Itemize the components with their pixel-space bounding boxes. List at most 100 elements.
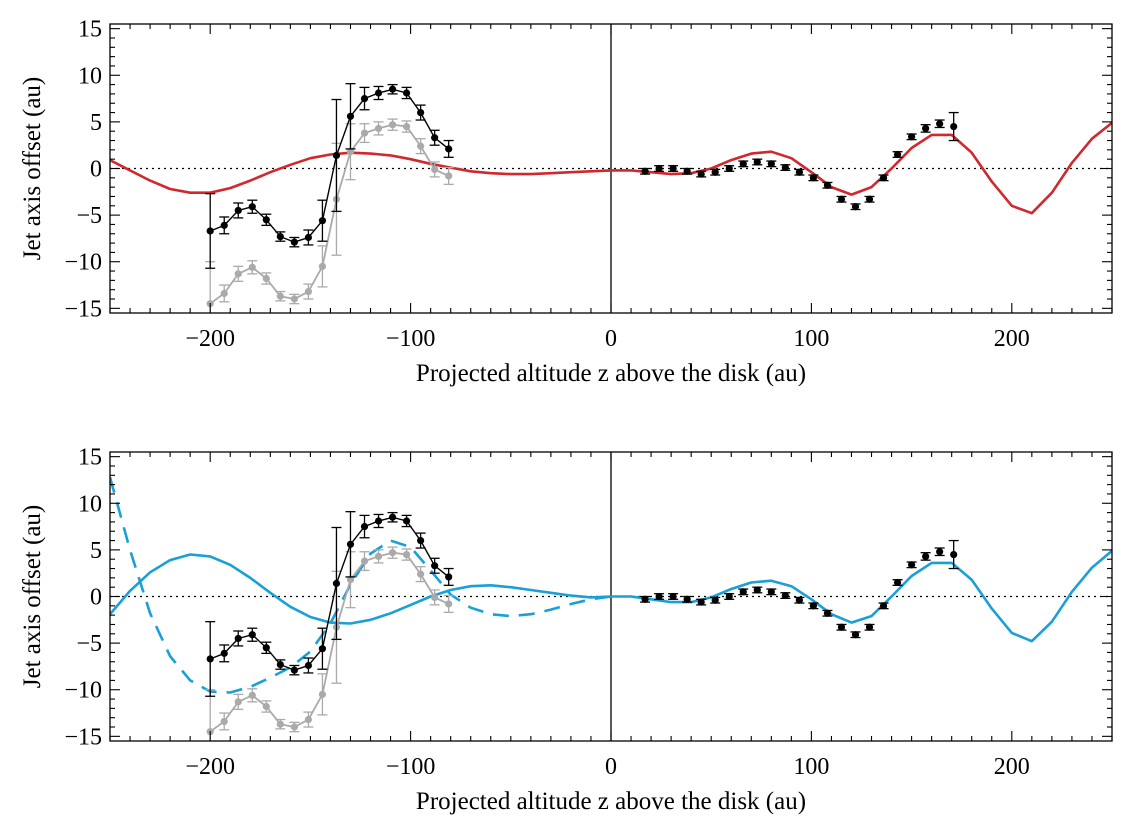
data-point: [388, 121, 397, 129]
data-point: [360, 522, 369, 531]
x-tick-label: 0: [605, 754, 617, 780]
data-point: [276, 292, 284, 300]
data-point: [711, 596, 719, 604]
data-point: [220, 649, 228, 657]
data-point: [374, 124, 383, 133]
data-point: [922, 552, 930, 561]
data-point: [823, 181, 832, 189]
data-point: [402, 517, 411, 525]
x-tick-label: 100: [793, 754, 829, 780]
data-point: [739, 160, 747, 168]
data-point: [936, 120, 944, 128]
data-point: [431, 593, 439, 602]
data-point: [248, 263, 256, 271]
y-tick-label: 0: [90, 157, 102, 183]
jet-series: [640, 111, 959, 211]
data-point: [431, 134, 439, 142]
data-point: [262, 216, 270, 224]
data-point: [332, 151, 341, 160]
data-point: [304, 715, 312, 724]
plot-area: [110, 83, 1112, 313]
y-tick-label: −15: [64, 724, 102, 750]
data-point: [795, 596, 803, 604]
data-point: [346, 540, 355, 548]
data-point: [697, 170, 705, 178]
y-tick-label: −5: [76, 203, 102, 229]
y-tick-label: 5: [90, 538, 102, 564]
gray-series: [205, 118, 454, 313]
data-point: [641, 595, 649, 603]
data-point: [781, 591, 789, 600]
data-point: [781, 163, 789, 172]
data-point: [220, 289, 228, 298]
data-point: [346, 112, 355, 120]
data-point: [445, 145, 453, 153]
gray-series: [205, 546, 454, 741]
data-point: [290, 723, 298, 731]
data-point: [922, 124, 930, 133]
data-point: [417, 570, 425, 578]
data-point: [402, 550, 411, 559]
data-point: [374, 552, 383, 561]
data-point: [374, 517, 383, 525]
data-point: [332, 579, 341, 588]
counterjet-series: [205, 511, 454, 697]
data-point: [318, 217, 327, 225]
data-point: [669, 164, 677, 173]
data-point: [374, 89, 383, 97]
x-tick-label: 200: [994, 326, 1030, 352]
data-point: [417, 108, 425, 117]
data-point: [851, 203, 860, 211]
data-point: [290, 295, 298, 303]
data-point: [445, 600, 453, 608]
model-curve-blue-dashed: [110, 476, 612, 694]
data-point: [234, 698, 242, 706]
data-point: [445, 573, 453, 581]
y-tick-label: −10: [64, 678, 102, 704]
data-point: [276, 232, 284, 241]
data-point: [950, 550, 958, 559]
data-point: [402, 89, 411, 97]
data-point: [304, 661, 312, 670]
x-tick-label: −100: [386, 754, 436, 780]
x-axis-label: Projected altitude z above the disk (au): [416, 788, 806, 815]
bottom-panel: −200 −100 0 100 200 15 10 5 0 −5 −10 −15 Projected a…: [19, 445, 1113, 815]
data-point: [388, 85, 397, 93]
data-point: [206, 227, 214, 235]
data-point: [417, 536, 425, 545]
data-point: [879, 602, 888, 610]
y-axis-label: Jet axis offset (au): [19, 505, 46, 689]
data-point: [360, 557, 369, 565]
x-tick-label: 100: [793, 326, 829, 352]
y-tick-label: 5: [90, 110, 102, 136]
data-point: [753, 586, 761, 594]
data-point: [388, 549, 397, 557]
data-point: [908, 561, 916, 569]
jet-series: [640, 539, 959, 639]
y-tick-label: −10: [64, 250, 102, 276]
data-point: [445, 172, 453, 180]
data-point: [360, 94, 369, 103]
data-point: [234, 634, 242, 643]
data-point: [837, 623, 846, 631]
data-point: [262, 702, 270, 711]
data-point: [753, 158, 761, 166]
data-point: [346, 576, 355, 584]
data-point: [655, 164, 663, 173]
x-tick-label: −200: [185, 754, 235, 780]
data-point: [767, 588, 775, 596]
counterjet-series: [205, 83, 454, 269]
data-point: [248, 691, 256, 699]
data-point: [304, 233, 312, 242]
series-line: [209, 88, 450, 243]
data-point: [655, 592, 663, 601]
data-point: [697, 598, 705, 606]
series-line: [209, 516, 450, 671]
x-tick-label: 0: [605, 326, 617, 352]
y-tick-label: −5: [76, 631, 102, 657]
data-point: [220, 717, 228, 726]
data-point: [837, 195, 846, 203]
data-point: [865, 195, 874, 203]
data-point: [739, 588, 747, 596]
data-point: [936, 548, 944, 556]
